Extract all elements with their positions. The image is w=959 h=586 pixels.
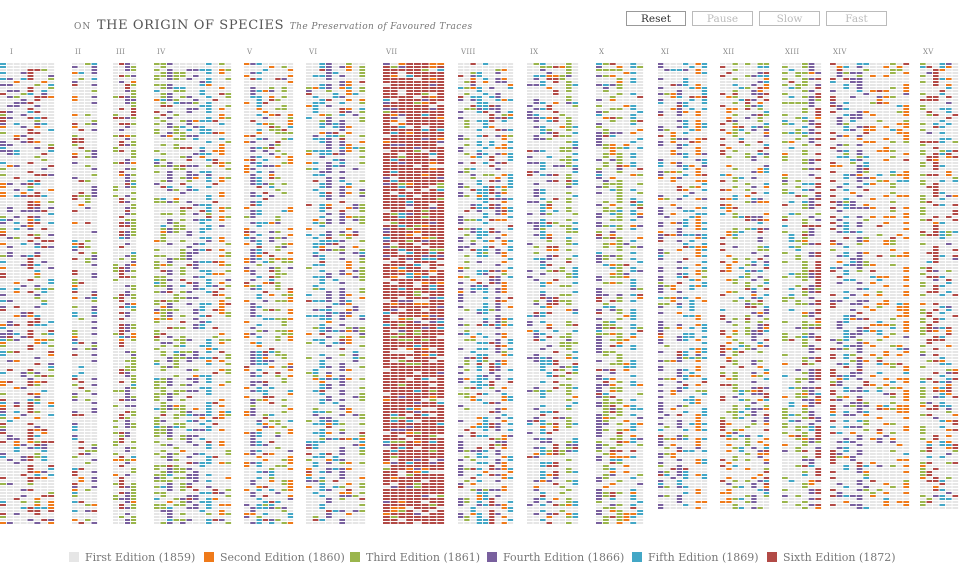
- legend-swatch: [632, 552, 642, 562]
- chapter-column: [658, 63, 708, 509]
- legend-label: Sixth Edition (1872): [783, 551, 896, 564]
- chapter-label: III: [116, 48, 126, 56]
- chapter-label: II: [75, 48, 82, 56]
- chapter-column: [527, 63, 579, 524]
- legend-label: Fourth Edition (1866): [503, 551, 625, 564]
- chapter-column: [0, 63, 55, 524]
- chapter-column: [72, 63, 98, 524]
- legend-item-sixth-edition: Sixth Edition (1872): [767, 551, 896, 564]
- legend-label: Fifth Edition (1869): [648, 551, 759, 564]
- chapter-column: [782, 63, 822, 509]
- title-subtitle: The Preservation of Favoured Traces: [289, 22, 473, 32]
- chapter-label: VI: [309, 48, 318, 56]
- pause-button[interactable]: Pause: [692, 11, 753, 26]
- chapter-column: [920, 63, 959, 509]
- title-prefix: ON: [74, 22, 92, 32]
- chapter-label: VIII: [461, 48, 476, 56]
- legend-label: Second Edition (1860): [220, 551, 345, 564]
- chapter-column: [113, 63, 137, 524]
- legend-swatch: [767, 552, 777, 562]
- fast-button[interactable]: Fast: [826, 11, 887, 26]
- edition-legend: First Edition (1859) Second Edition (186…: [0, 551, 959, 567]
- chapter-label: VII: [386, 48, 398, 56]
- chapter-label: XV: [923, 48, 934, 56]
- chapter-column: [383, 63, 445, 524]
- chapter-column: [306, 63, 366, 524]
- legend-label: Third Edition (1861): [366, 551, 481, 564]
- legend-swatch: [69, 552, 79, 562]
- chapter-column: [830, 63, 910, 509]
- chapter-label: I: [10, 48, 14, 56]
- chapter-column: [596, 63, 644, 524]
- legend-item-second-edition: Second Edition (1860): [204, 551, 345, 564]
- legend-swatch: [487, 552, 497, 562]
- legend-item-first-edition: First Edition (1859): [69, 551, 195, 564]
- page-title: ON THE ORIGIN OF SPECIES The Preservatio…: [74, 14, 473, 33]
- legend-swatch: [204, 552, 214, 562]
- chapter-label: IV: [157, 48, 166, 56]
- legend-item-third-edition: Third Edition (1861): [350, 551, 480, 564]
- legend-label: First Edition (1859): [85, 551, 196, 564]
- chapter-column: [154, 63, 232, 524]
- chapter-column: [720, 63, 770, 509]
- chapter-label: X: [599, 48, 605, 56]
- reset-button[interactable]: Reset: [626, 11, 686, 26]
- chapter-label: XII: [723, 48, 735, 56]
- chapter-label: XI: [661, 48, 670, 56]
- chapter-visualization: I II III IV V VI VII VIII IX X XI XII XIII XIV XV: [0, 48, 959, 528]
- legend-swatch: [350, 552, 360, 562]
- slow-button[interactable]: Slow: [759, 11, 820, 26]
- chapter-column: [244, 63, 294, 524]
- chapter-label: XIII: [785, 48, 800, 56]
- title-main: THE ORIGIN OF SPECIES: [96, 18, 285, 33]
- chapter-label: IX: [530, 48, 539, 56]
- chapter-column: [458, 63, 514, 524]
- chapter-label: XIV: [833, 48, 847, 56]
- legend-item-fourth-edition: Fourth Edition (1866): [487, 551, 624, 564]
- chapter-label: V: [247, 48, 253, 56]
- legend-item-fifth-edition: Fifth Edition (1869): [632, 551, 759, 564]
